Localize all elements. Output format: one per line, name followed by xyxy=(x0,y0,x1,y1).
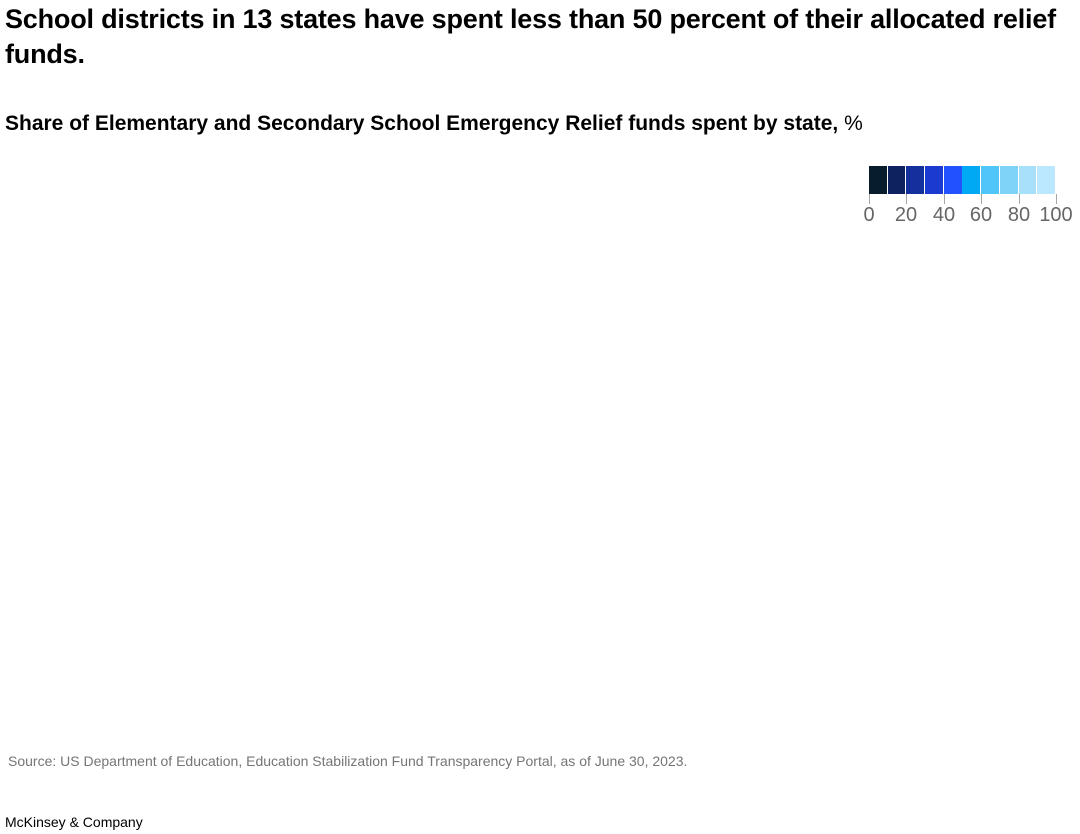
chart-title: School districts in 13 states have spent… xyxy=(5,4,1056,69)
legend-swatch xyxy=(887,166,906,194)
legend-swatch xyxy=(925,166,943,194)
legend-swatch xyxy=(943,166,962,194)
legend-tick-mark xyxy=(944,194,945,204)
legend-tick-mark xyxy=(906,194,907,204)
legend-swatch xyxy=(981,166,999,194)
chart-subtitle: Share of Elementary and Secondary School… xyxy=(5,110,863,138)
legend-swatch xyxy=(999,166,1018,194)
legend-swatch xyxy=(906,166,925,194)
legend-tick-label: 40 xyxy=(932,204,956,226)
subtitle-unit: % xyxy=(844,112,863,135)
legend-tick-mark xyxy=(869,194,870,204)
legend-swatch xyxy=(869,166,887,194)
legend-tick-mark xyxy=(981,194,982,204)
legend-swatch xyxy=(1018,166,1037,194)
legend-tick-mark xyxy=(1019,194,1020,204)
legend-tick-label: 60 xyxy=(969,204,993,226)
legend-tick-label: 100 xyxy=(1039,204,1073,226)
color-scale-legend: 0 20 40 60 80 100 xyxy=(863,166,1073,226)
brand-logo-text: McKinsey & Company xyxy=(5,814,143,830)
legend-swatch xyxy=(1037,166,1055,194)
subtitle-text: Share of Elementary and Secondary School… xyxy=(5,112,839,135)
legend-tick-label: 20 xyxy=(894,204,918,226)
legend-swatch xyxy=(962,166,981,194)
choropleth-map xyxy=(0,240,1080,740)
source-note: Source: US Department of Education, Educ… xyxy=(8,753,688,769)
legend-swatches xyxy=(869,166,1056,194)
legend-tick-label: 80 xyxy=(1007,204,1031,226)
legend-tick-mark xyxy=(1056,194,1057,204)
legend-ticks xyxy=(869,194,1057,206)
legend-tick-label: 0 xyxy=(863,204,875,226)
